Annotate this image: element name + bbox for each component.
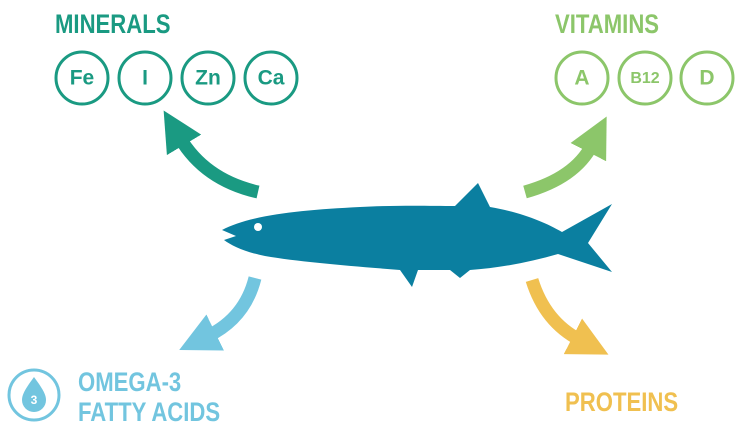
vitamins-arrow bbox=[523, 116, 607, 199]
minerals-title: MINERALS bbox=[55, 10, 171, 40]
omega-icon bbox=[7, 368, 61, 422]
omega-drop bbox=[22, 377, 46, 412]
fish-eye bbox=[254, 223, 262, 231]
omega-line: FATTY ACIDS bbox=[78, 398, 220, 428]
mineral-item: Fe bbox=[70, 67, 95, 90]
vitamin-item: D bbox=[699, 67, 714, 90]
mineral-item: Zn bbox=[195, 67, 221, 90]
vitamin-item: B12 bbox=[630, 70, 659, 87]
vitamin-circles bbox=[554, 50, 735, 106]
vitamin-item: A bbox=[574, 67, 589, 90]
omega-arrow bbox=[179, 276, 262, 351]
vitamins-title: VITAMINS bbox=[555, 10, 659, 40]
mineral-item: Ca bbox=[258, 67, 285, 90]
mineral-item: I bbox=[142, 67, 148, 90]
minerals-arrow bbox=[163, 110, 260, 199]
omega-line: OMEGA-3 bbox=[78, 368, 181, 398]
proteins-title: PROTEINS bbox=[565, 388, 678, 418]
mineral-circles bbox=[54, 50, 299, 106]
omega-icon-label: 3 bbox=[31, 393, 38, 407]
fish bbox=[222, 183, 612, 287]
proteins-arrow bbox=[525, 277, 609, 355]
